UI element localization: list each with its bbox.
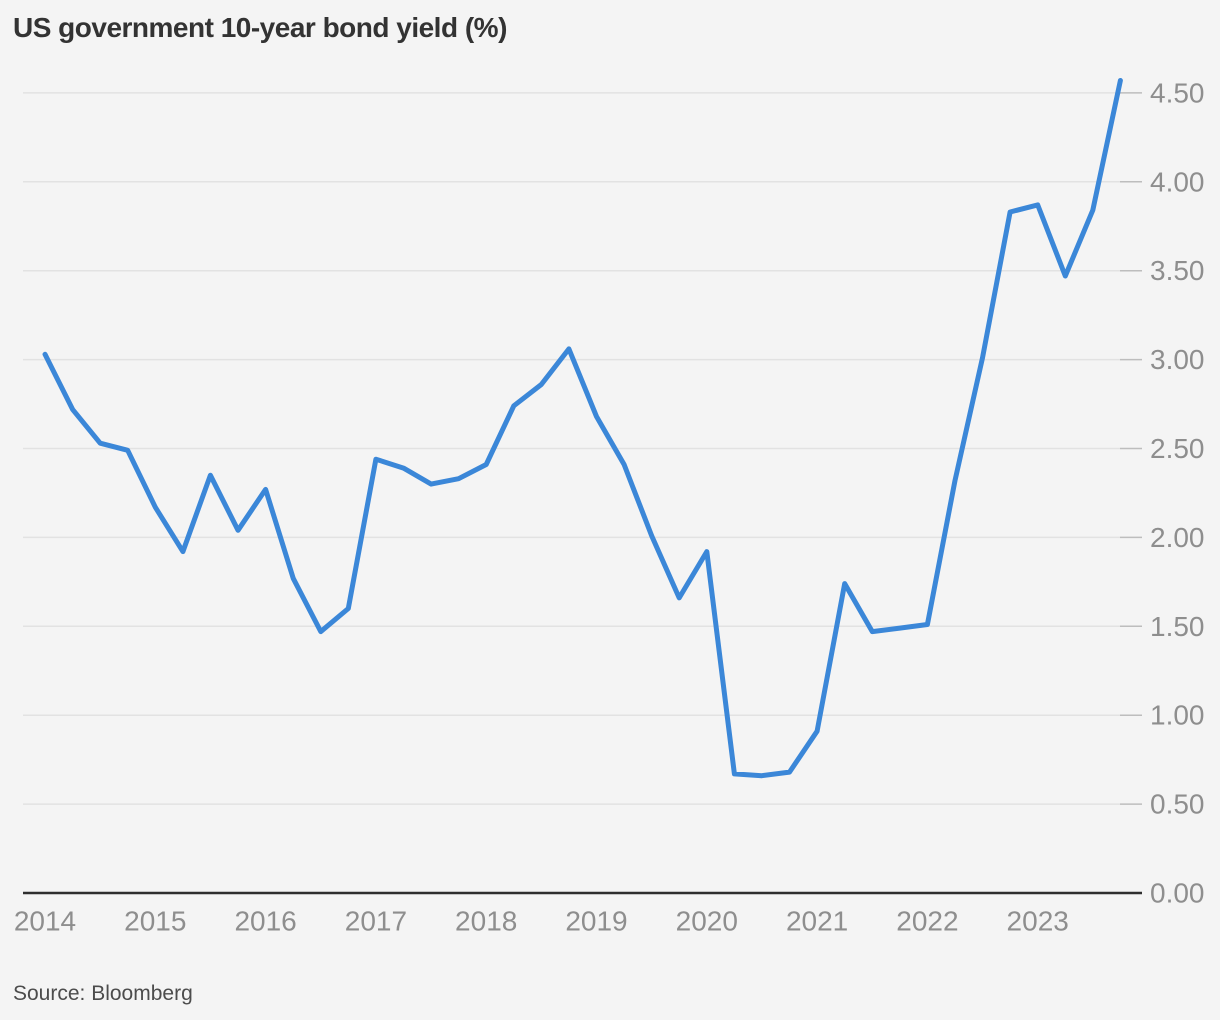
y-axis-label: 0.00	[1150, 878, 1205, 909]
source-caption: Source: Bloomberg	[13, 982, 193, 1005]
x-axis-label: 2014	[14, 906, 76, 937]
x-axis-label: 2016	[234, 906, 296, 937]
x-axis-label: 2021	[786, 906, 848, 937]
grid-lines	[23, 92, 1142, 895]
y-axis-label: 3.00	[1150, 344, 1205, 375]
x-axis-label: 2018	[455, 906, 517, 937]
y-axis-label: 2.50	[1150, 433, 1205, 464]
y-axis-label: 2.00	[1150, 522, 1205, 553]
y-axis-label: 1.50	[1150, 611, 1205, 642]
y-axis-labels: 0.00 0.50 1.00 1.50 2.00 2.50 3.00 3.50 4.00 4.50	[1150, 77, 1205, 908]
x-axis-label: 2020	[676, 906, 738, 937]
y-axis-label: 4.50	[1150, 77, 1205, 108]
y-axis-ticks	[1120, 92, 1142, 805]
x-axis-label: 2022	[896, 906, 958, 937]
x-axis-label: 2017	[345, 906, 407, 937]
y-axis-label: 1.00	[1150, 700, 1205, 731]
x-axis-label: 2023	[1007, 906, 1069, 937]
y-axis-label: 4.00	[1150, 166, 1205, 197]
y-axis-label: 0.50	[1150, 789, 1205, 820]
x-axis-label: 2015	[124, 906, 186, 937]
yield-line-series	[42, 78, 1123, 779]
chart-title: US government 10-year bond yield (%)	[13, 12, 507, 43]
x-axis-label: 2019	[565, 906, 627, 937]
x-axis-labels: 2014 2015 2016 2017 2018 2019 2020 2021 2022 2023	[14, 906, 1069, 937]
y-axis-label: 3.50	[1150, 255, 1205, 286]
